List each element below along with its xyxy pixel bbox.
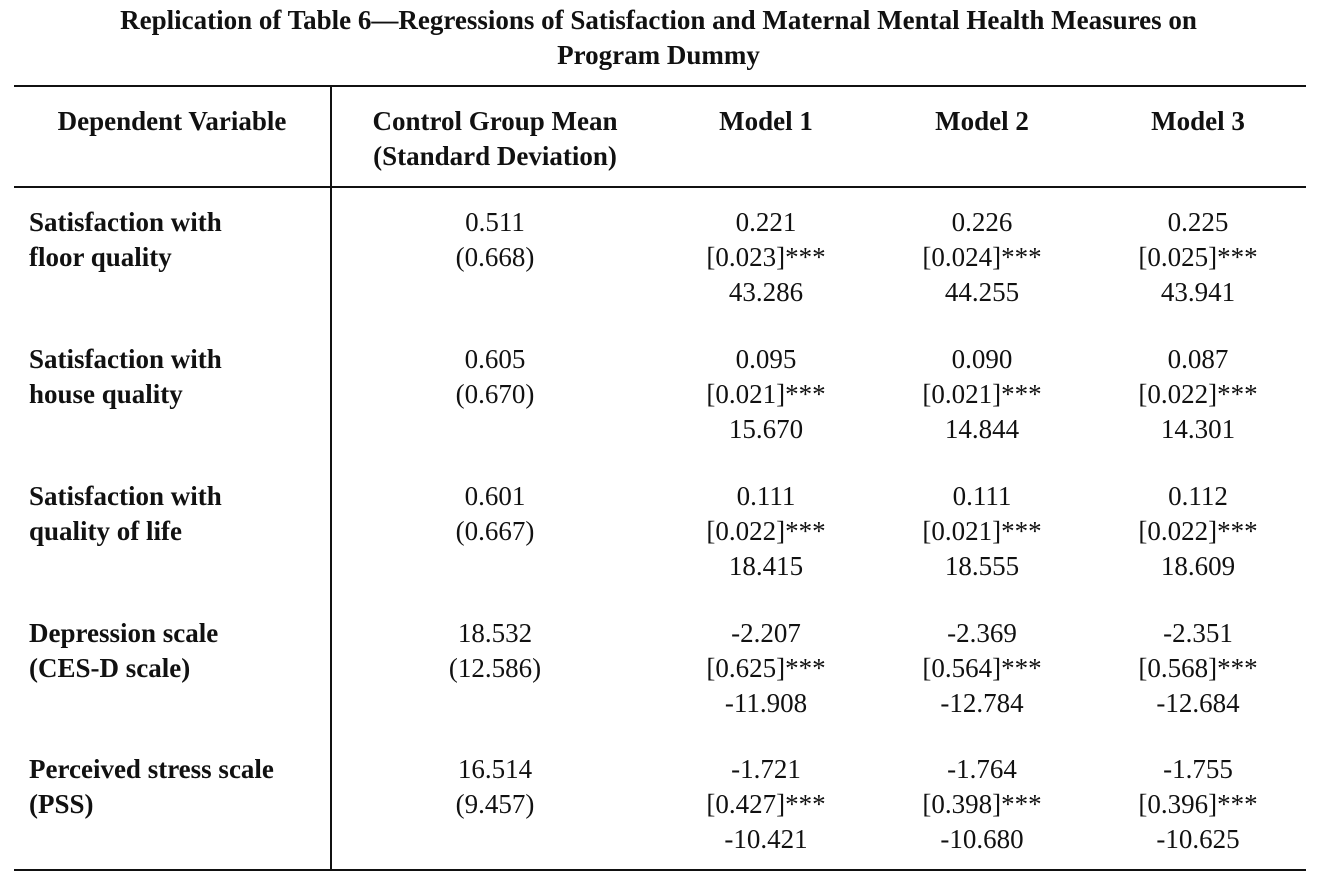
model-3-cell: 0.087 [0.022]*** 14.301 [1138, 344, 1258, 444]
model-2-cell: 0.090 [0.021]*** 14.844 [922, 344, 1042, 444]
row-label: Perceived stress scale (PSS) [29, 754, 274, 819]
model-1-cell: 0.221 [0.023]*** 43.286 [706, 207, 826, 307]
control-mean-cell: 0.601 (0.667) [455, 481, 535, 546]
model-3-cell: -1.755 [0.396]*** -10.625 [1138, 754, 1258, 854]
model-1-cell: 0.111 [0.022]*** 18.415 [706, 481, 826, 581]
header-model-3: Model 3 [1151, 106, 1245, 136]
control-mean-cell: 0.605 (0.670) [455, 344, 535, 409]
model-1-cell: -2.207 [0.625]*** -11.908 [706, 618, 826, 718]
model-2-cell: -2.369 [0.564]*** -12.784 [922, 618, 1042, 718]
header-rule [14, 186, 1306, 188]
header-model-1: Model 1 [719, 106, 813, 136]
row-label: Satisfaction with floor quality [29, 207, 222, 272]
row-label: Satisfaction with house quality [29, 344, 222, 409]
row-label: Depression scale (CES-D scale) [29, 618, 219, 683]
header-control-group-mean: Control Group Mean (Standard Deviation) [372, 106, 618, 171]
table-title: Replication of Table 6—Regressions of Sa… [120, 5, 1197, 70]
model-2-cell: 0.111 [0.021]*** 18.555 [922, 481, 1042, 581]
control-mean-cell: 0.511 (0.668) [455, 207, 535, 272]
model-1-cell: -1.721 [0.427]*** -10.421 [706, 754, 826, 854]
model-3-cell: 0.112 [0.022]*** 18.609 [1138, 481, 1258, 581]
model-3-cell: -2.351 [0.568]*** -12.684 [1138, 618, 1258, 718]
column-divider [330, 86, 332, 870]
model-1-cell: 0.095 [0.021]*** 15.670 [706, 344, 826, 444]
header-dependent-variable: Dependent Variable [57, 106, 287, 136]
model-2-cell: 0.226 [0.024]*** 44.255 [922, 207, 1042, 307]
control-mean-cell: 18.532 (12.586) [448, 618, 542, 683]
header-model-2: Model 2 [935, 106, 1029, 136]
control-mean-cell: 16.514 (9.457) [455, 754, 535, 819]
top-rule [14, 85, 1306, 87]
model-2-cell: -1.764 [0.398]*** -10.680 [922, 754, 1042, 854]
bottom-rule [14, 869, 1306, 871]
model-3-cell: 0.225 [0.025]*** 43.941 [1138, 207, 1258, 307]
row-label: Satisfaction with quality of life [29, 481, 222, 546]
